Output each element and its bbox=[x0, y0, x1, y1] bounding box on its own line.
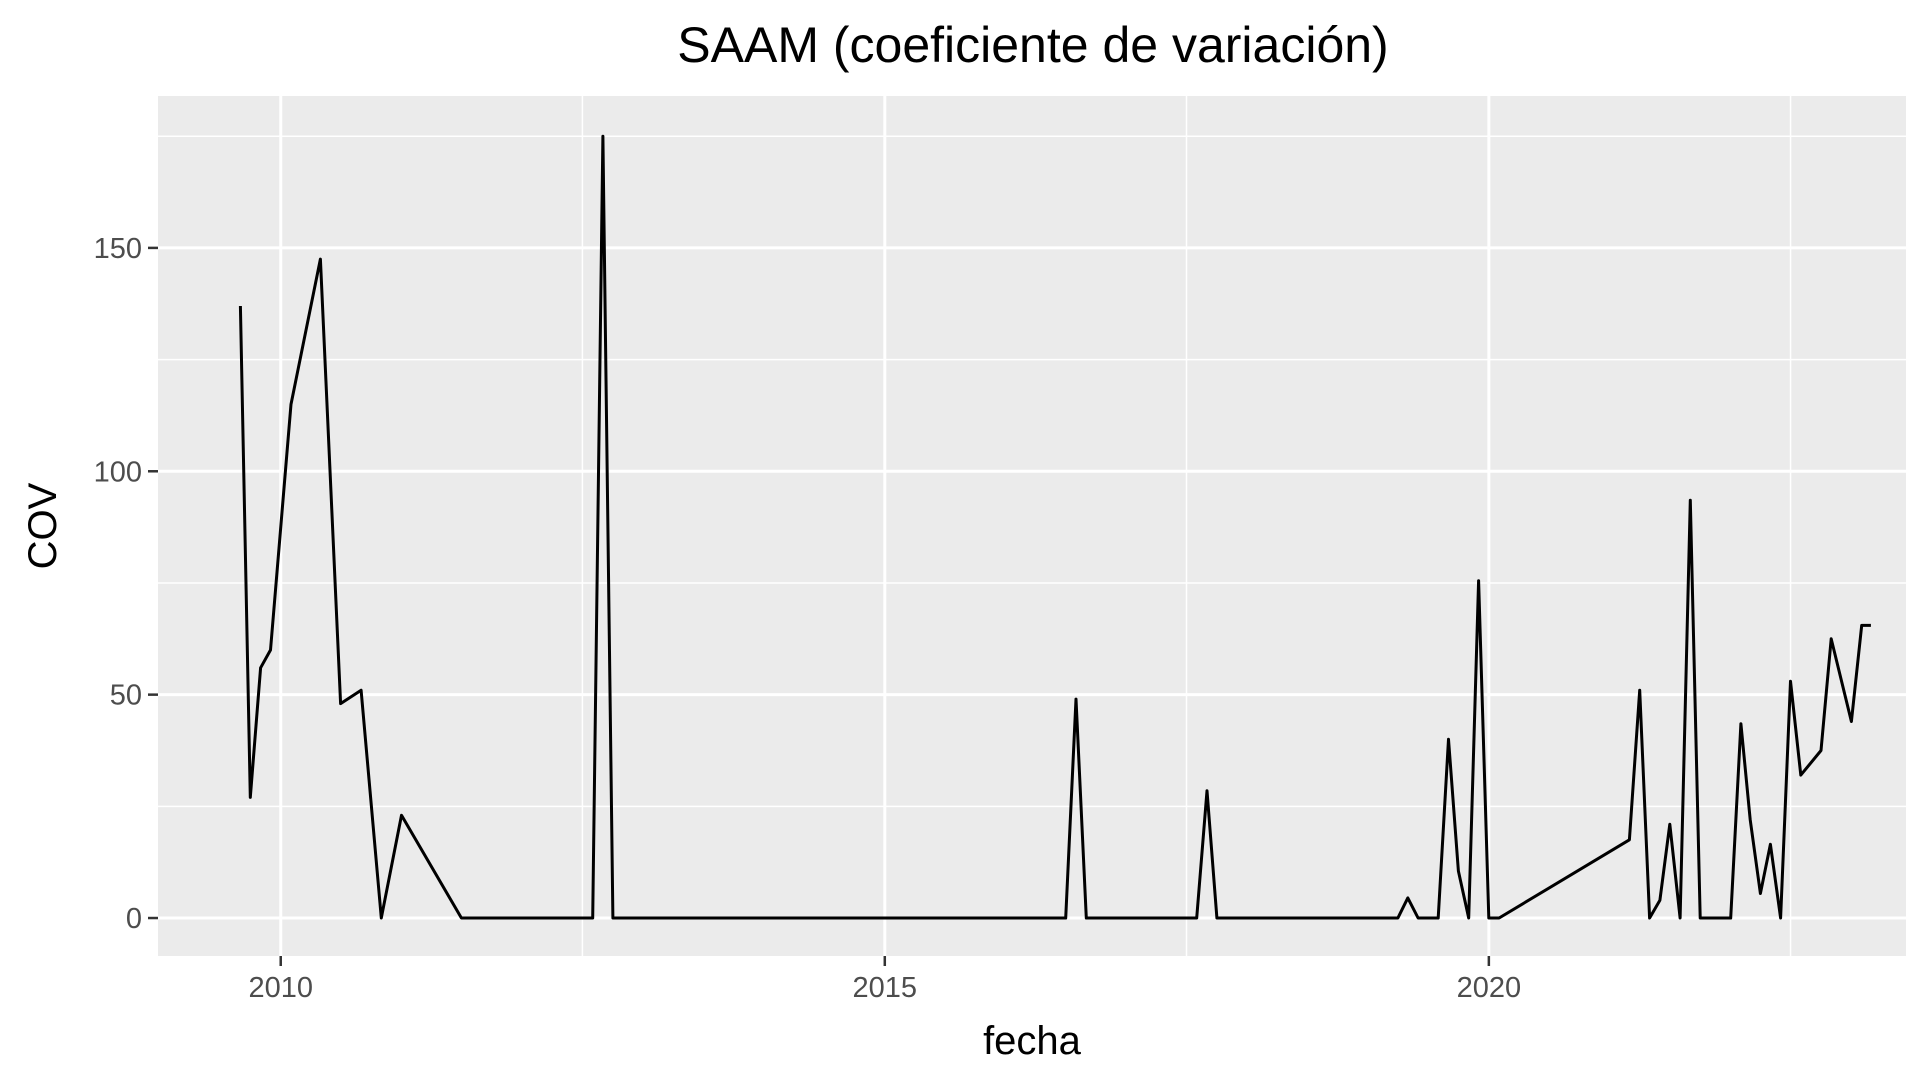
x-tick-label: 2010 bbox=[248, 972, 313, 1004]
plot-panel bbox=[158, 96, 1906, 956]
y-tick-label: 0 bbox=[126, 903, 142, 935]
y-tick-label: 150 bbox=[94, 233, 142, 265]
x-axis-title: fecha bbox=[983, 1019, 1082, 1063]
x-tick-label: 2015 bbox=[853, 972, 918, 1004]
y-axis-title: COV bbox=[21, 482, 65, 569]
chart-title: SAAM (coeficiente de variación) bbox=[677, 17, 1388, 73]
y-axis: 0 50 100 150 bbox=[94, 233, 158, 935]
major-gridlines bbox=[158, 96, 1906, 956]
y-tick-label: 50 bbox=[110, 680, 142, 712]
cov-series-line bbox=[238, 134, 1871, 920]
minor-gridlines bbox=[158, 96, 1906, 956]
y-tick-label: 100 bbox=[94, 456, 142, 488]
x-axis: 2010 2015 2020 bbox=[248, 956, 1521, 1004]
x-tick-label: 2020 bbox=[1457, 972, 1522, 1004]
